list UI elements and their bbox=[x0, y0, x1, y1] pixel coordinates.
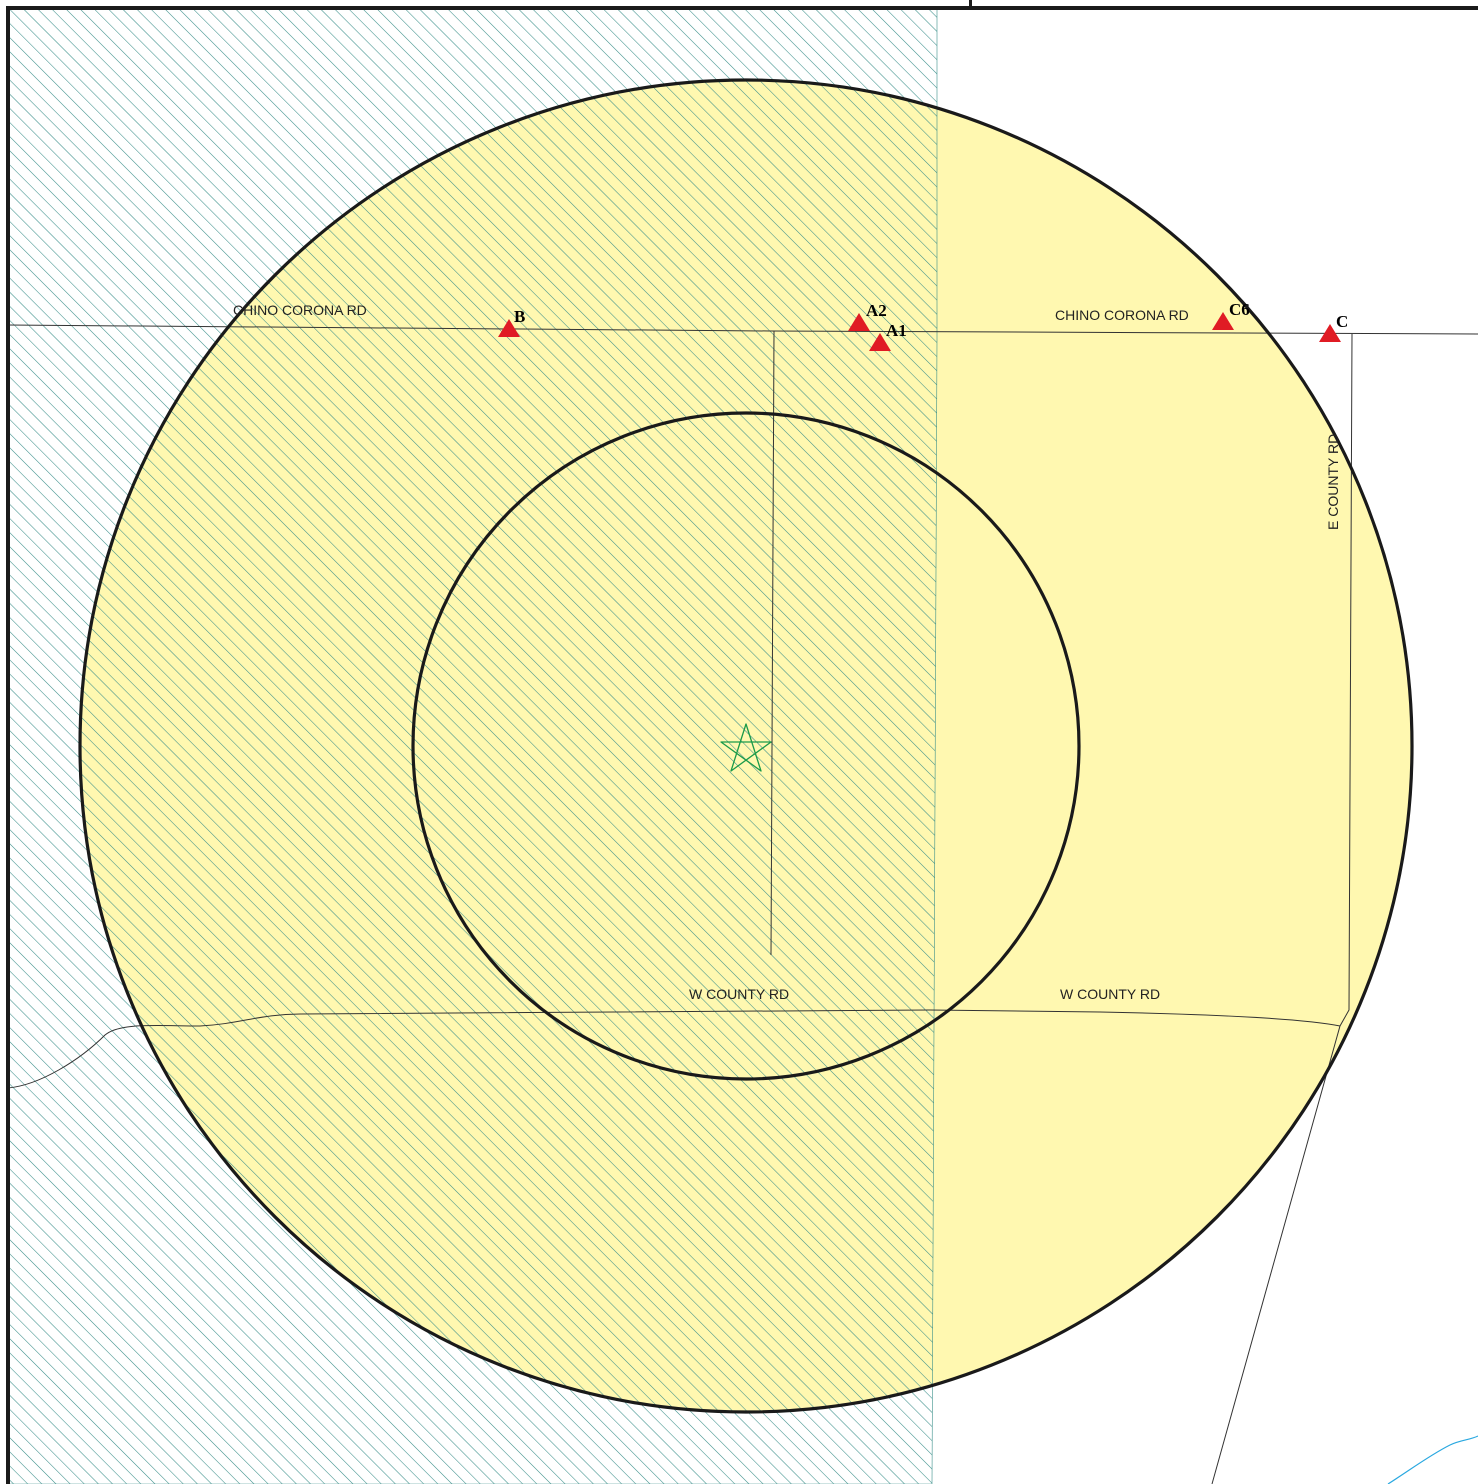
road-label-e-county: E COUNTY RD bbox=[1325, 434, 1341, 530]
road-label-chino-corona-west: CHINO CORONA RD bbox=[233, 302, 367, 318]
road-network bbox=[8, 324, 1478, 1484]
triangle-icon bbox=[869, 333, 891, 351]
site-label-c: C bbox=[1336, 312, 1348, 331]
inner-buffer-ring bbox=[411, 411, 1081, 1081]
hatched-zone bbox=[8, 8, 938, 1484]
road-label-w-county-east: W COUNTY RD bbox=[1060, 986, 1160, 1002]
triangle-icon bbox=[498, 319, 520, 337]
triangle-icon bbox=[848, 313, 870, 331]
center-access-road bbox=[770, 330, 775, 956]
site-b[interactable]: B bbox=[498, 307, 525, 337]
chino-corona-road bbox=[8, 324, 1478, 335]
water-line bbox=[1387, 1435, 1478, 1484]
triangle-icon bbox=[1212, 312, 1234, 330]
site-label-a1: A1 bbox=[886, 321, 907, 340]
site-a2[interactable]: A2 bbox=[848, 301, 887, 331]
outer-buffer-ring bbox=[78, 78, 1414, 1414]
site-label-b: B bbox=[514, 307, 525, 326]
road-label-w-county-west: W COUNTY RD bbox=[689, 986, 789, 1002]
site-c6[interactable]: C6 bbox=[1212, 300, 1250, 330]
frame-tick bbox=[969, 0, 972, 6]
star-icon bbox=[720, 723, 772, 772]
map-frame bbox=[6, 6, 1478, 1484]
site-c[interactable]: C bbox=[1319, 312, 1348, 342]
road-label-chino-corona-east: CHINO CORONA RD bbox=[1055, 307, 1189, 323]
site-a1[interactable]: A1 bbox=[869, 321, 907, 351]
site-label-c6: C6 bbox=[1229, 300, 1250, 319]
triangle-icon bbox=[1319, 324, 1341, 342]
site-label-a2: A2 bbox=[866, 301, 887, 320]
w-county-road bbox=[8, 1009, 1341, 1089]
e-county-road bbox=[1211, 333, 1353, 1484]
